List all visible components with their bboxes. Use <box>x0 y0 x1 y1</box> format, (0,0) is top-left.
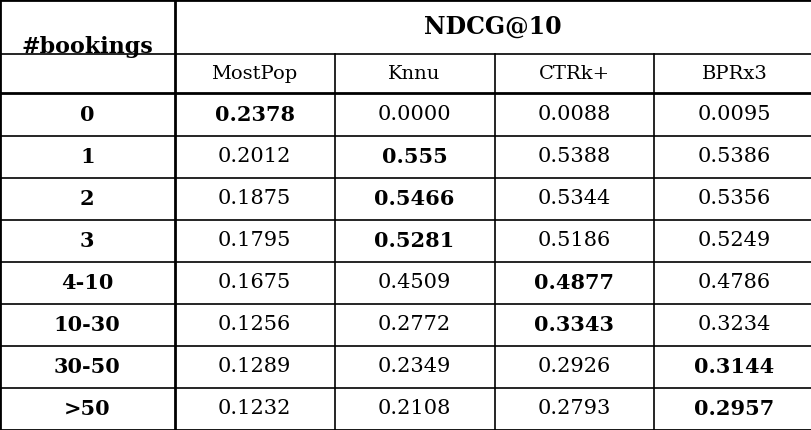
Text: 0.2012: 0.2012 <box>217 147 291 166</box>
Text: 10-30: 10-30 <box>54 315 121 335</box>
Text: 0: 0 <box>80 104 94 125</box>
Text: 0.5356: 0.5356 <box>697 189 770 208</box>
Text: MostPop: MostPop <box>211 64 298 83</box>
Text: 0.1232: 0.1232 <box>217 399 291 418</box>
Text: 0.2957: 0.2957 <box>693 399 774 419</box>
Text: 0.3343: 0.3343 <box>534 315 614 335</box>
Text: 0.5186: 0.5186 <box>537 231 611 250</box>
Text: 0.0000: 0.0000 <box>377 105 451 124</box>
Text: #bookings: #bookings <box>21 36 153 58</box>
Text: 0.5281: 0.5281 <box>374 231 454 251</box>
Text: 3: 3 <box>80 231 94 251</box>
Text: 0.1795: 0.1795 <box>217 231 291 250</box>
Text: 0.2108: 0.2108 <box>377 399 451 418</box>
Text: 0.1875: 0.1875 <box>217 189 291 208</box>
Text: 0.3144: 0.3144 <box>693 357 774 377</box>
Text: 0.2378: 0.2378 <box>214 104 294 125</box>
Text: 2: 2 <box>79 189 95 209</box>
Text: 30-50: 30-50 <box>54 357 121 377</box>
Text: Knnu: Knnu <box>388 64 440 83</box>
Text: NDCG@10: NDCG@10 <box>424 15 561 39</box>
Text: 1: 1 <box>79 147 95 166</box>
Text: 0.5386: 0.5386 <box>697 147 770 166</box>
Text: 0.4877: 0.4877 <box>534 273 614 293</box>
Text: CTRk+: CTRk+ <box>539 64 609 83</box>
Text: 4-10: 4-10 <box>61 273 114 293</box>
Text: 0.5388: 0.5388 <box>537 147 611 166</box>
Text: 0.5466: 0.5466 <box>374 189 454 209</box>
Text: 0.2772: 0.2772 <box>377 315 451 335</box>
Text: 0.1256: 0.1256 <box>217 315 291 335</box>
Text: 0.0095: 0.0095 <box>697 105 770 124</box>
Text: 0.2926: 0.2926 <box>537 357 611 376</box>
Text: 0.5344: 0.5344 <box>537 189 611 208</box>
Text: 0.4509: 0.4509 <box>377 273 451 292</box>
Text: BPRx3: BPRx3 <box>701 64 766 83</box>
Text: >50: >50 <box>64 399 110 419</box>
Text: 0.0088: 0.0088 <box>537 105 611 124</box>
Text: 0.555: 0.555 <box>381 147 447 166</box>
Text: 0.3234: 0.3234 <box>697 315 770 335</box>
Text: 0.5249: 0.5249 <box>697 231 770 250</box>
Text: 0.2349: 0.2349 <box>377 357 451 376</box>
Text: 0.1289: 0.1289 <box>217 357 291 376</box>
Text: 0.4786: 0.4786 <box>697 273 770 292</box>
Text: 0.1675: 0.1675 <box>217 273 291 292</box>
Text: 0.2793: 0.2793 <box>537 399 611 418</box>
